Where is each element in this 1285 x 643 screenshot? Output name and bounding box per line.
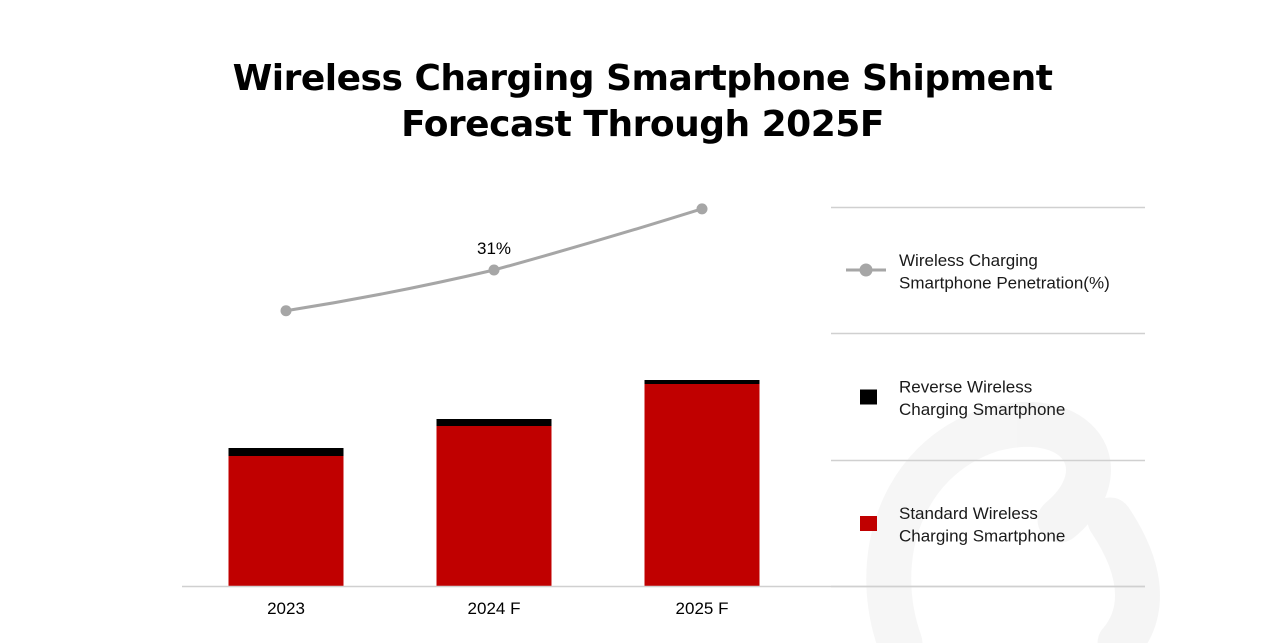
x-tick-label: 2024 F bbox=[468, 599, 521, 618]
bar-reverse-0 bbox=[228, 448, 344, 456]
penetration-point-1 bbox=[488, 264, 500, 276]
legend: Wireless Charging Smartphone Penetration(… bbox=[831, 206, 1145, 588]
bar-standard-2 bbox=[644, 384, 760, 586]
legend-label: Wireless Charging bbox=[899, 251, 1038, 270]
chart-title: Wireless Charging Smartphone Shipment Fo… bbox=[0, 56, 1285, 148]
legend-dot-marker bbox=[859, 263, 873, 277]
legend-square-icon bbox=[860, 516, 877, 531]
bar-standard-0 bbox=[228, 456, 344, 586]
legend-label: Charging Smartphone bbox=[899, 527, 1065, 546]
bar-reverse-2 bbox=[644, 380, 760, 384]
bar-reverse-1 bbox=[436, 419, 552, 426]
legend-item: Standard Wireless Charging Smartphone bbox=[860, 504, 1065, 546]
penetration-line bbox=[285, 207, 703, 313]
chart-title-line-1: Wireless Charging Smartphone Shipment bbox=[232, 58, 1053, 99]
data-label: 31% bbox=[477, 239, 511, 258]
legend-label: Smartphone Penetration(%) bbox=[899, 274, 1110, 293]
x-tick-label: 2025 F bbox=[676, 599, 729, 618]
legend-label: Reverse Wireless bbox=[899, 378, 1032, 397]
bar-standard-1 bbox=[436, 426, 552, 586]
legend-label: Charging Smartphone bbox=[899, 400, 1065, 419]
penetration-point-0 bbox=[280, 305, 292, 317]
legend-label: Standard Wireless bbox=[899, 504, 1038, 523]
legend-item: Reverse Wireless Charging Smartphone bbox=[860, 378, 1065, 419]
plot-area: 2023 2024 F 2025 F 31% bbox=[182, 203, 1145, 618]
legend-square-icon bbox=[860, 389, 877, 405]
penetration-point-2 bbox=[696, 203, 708, 215]
x-tick-label: 2023 bbox=[267, 599, 305, 618]
legend-item: Wireless Charging Smartphone Penetration(… bbox=[846, 251, 1110, 293]
chart-title-line-2: Forecast Through 2025F bbox=[401, 104, 884, 145]
